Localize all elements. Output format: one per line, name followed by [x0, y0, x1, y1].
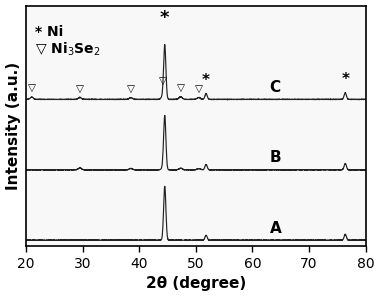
Text: *: *	[202, 73, 210, 88]
Text: ▽: ▽	[127, 84, 135, 94]
Y-axis label: Intensity (a.u.): Intensity (a.u.)	[6, 62, 21, 190]
X-axis label: 2θ (degree): 2θ (degree)	[146, 277, 246, 291]
Text: *: *	[160, 10, 169, 27]
Text: ▽: ▽	[195, 83, 203, 94]
Text: ▽: ▽	[158, 76, 166, 86]
Text: ▽ Ni$_3$Se$_2$: ▽ Ni$_3$Se$_2$	[35, 41, 100, 58]
Text: ▽: ▽	[28, 83, 36, 93]
Text: C: C	[269, 80, 280, 95]
Text: *: *	[341, 72, 349, 87]
Text: ▽: ▽	[177, 83, 185, 93]
Text: ▽: ▽	[76, 83, 84, 94]
Text: A: A	[269, 220, 281, 236]
Text: * Ni: * Ni	[35, 25, 63, 39]
Text: B: B	[269, 150, 281, 165]
